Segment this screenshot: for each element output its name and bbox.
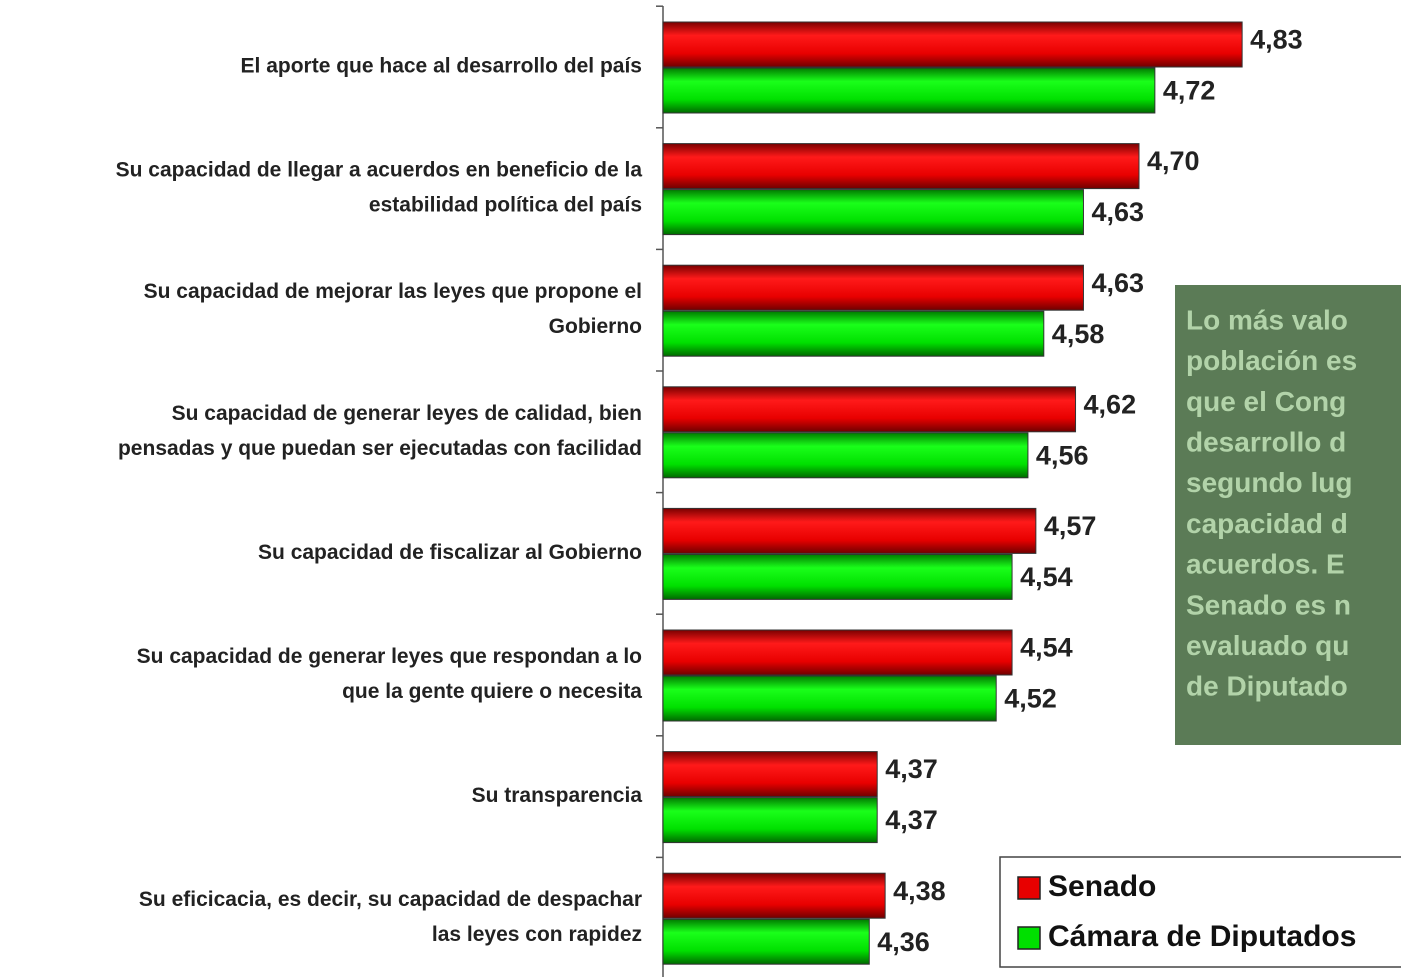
legend-box xyxy=(999,856,1401,968)
category-label: Su capacidad de generar leyes de calidad… xyxy=(172,402,642,425)
annotation-text: Senado es n xyxy=(1186,589,1351,620)
category-label: Su eficicacia, es decir, su capacidad de… xyxy=(139,888,642,911)
category-label: Su transparencia xyxy=(472,784,643,807)
bar xyxy=(662,507,1037,554)
category-label: Su capacidad de generar leyes que respon… xyxy=(137,645,642,668)
value-label: 4,38 xyxy=(893,876,946,906)
bar xyxy=(662,189,1084,236)
bar xyxy=(662,629,1013,676)
annotation-text: Lo más valo xyxy=(1186,304,1348,335)
bar xyxy=(662,553,1013,600)
bar xyxy=(662,432,1029,479)
value-label: 4,54 xyxy=(1020,633,1073,663)
category-label: Su capacidad de llegar a acuerdos en ben… xyxy=(116,159,643,182)
annotation-text: de Diputado xyxy=(1186,671,1348,702)
legend-swatch xyxy=(1017,926,1041,950)
bar xyxy=(662,264,1084,311)
value-label: 4,62 xyxy=(1084,389,1137,419)
category-label: El aporte que hace al desarrollo del paí… xyxy=(241,55,642,78)
value-label: 4,58 xyxy=(1052,319,1105,349)
category-label: las leyes con rapidez xyxy=(432,923,642,946)
category-label: Su capacidad de fiscalizar al Gobierno xyxy=(258,541,642,564)
bar xyxy=(662,21,1243,68)
value-label: 4,37 xyxy=(885,754,938,784)
category-label: Su capacidad de mejorar las leyes que pr… xyxy=(144,280,642,303)
value-label: 4,70 xyxy=(1147,146,1200,176)
annotation-text: acuerdos. E xyxy=(1186,549,1345,580)
bar xyxy=(662,872,886,919)
annotation-text: desarrollo d xyxy=(1186,426,1346,457)
value-label: 4,57 xyxy=(1044,511,1097,541)
legend-label: Senado xyxy=(1048,870,1156,903)
annotation-text: capacidad d xyxy=(1186,508,1348,539)
value-label: 4,37 xyxy=(885,805,938,835)
bar xyxy=(662,386,1077,433)
bar xyxy=(662,310,1045,357)
value-label: 4,72 xyxy=(1163,76,1216,106)
annotation-text: que el Cong xyxy=(1186,386,1346,417)
value-label: 4,63 xyxy=(1091,197,1144,227)
bar xyxy=(662,143,1140,190)
annotation-box xyxy=(1175,285,1401,745)
legend-label: Cámara de Diputados xyxy=(1048,920,1356,953)
annotation-text: población es xyxy=(1186,345,1357,376)
category-label: pensadas y que puedan ser ejecutadas con… xyxy=(118,437,642,460)
bar xyxy=(662,675,997,722)
annotation-text: segundo lug xyxy=(1186,467,1352,498)
value-label: 4,36 xyxy=(877,927,930,957)
value-label: 4,56 xyxy=(1036,440,1089,470)
value-label: 4,83 xyxy=(1250,25,1303,55)
category-label: que la gente quiere o necesita xyxy=(342,680,642,703)
bar xyxy=(662,918,870,965)
category-label: Gobierno xyxy=(549,315,642,338)
annotation-text: evaluado qu xyxy=(1186,630,1349,661)
value-label: 4,54 xyxy=(1020,562,1073,592)
bar xyxy=(662,67,1156,114)
category-label: estabilidad política del país xyxy=(369,194,642,217)
value-label: 4,63 xyxy=(1091,268,1144,298)
bar xyxy=(662,751,878,798)
value-label: 4,52 xyxy=(1004,684,1057,714)
legend-swatch xyxy=(1017,876,1041,900)
bar xyxy=(662,797,878,844)
